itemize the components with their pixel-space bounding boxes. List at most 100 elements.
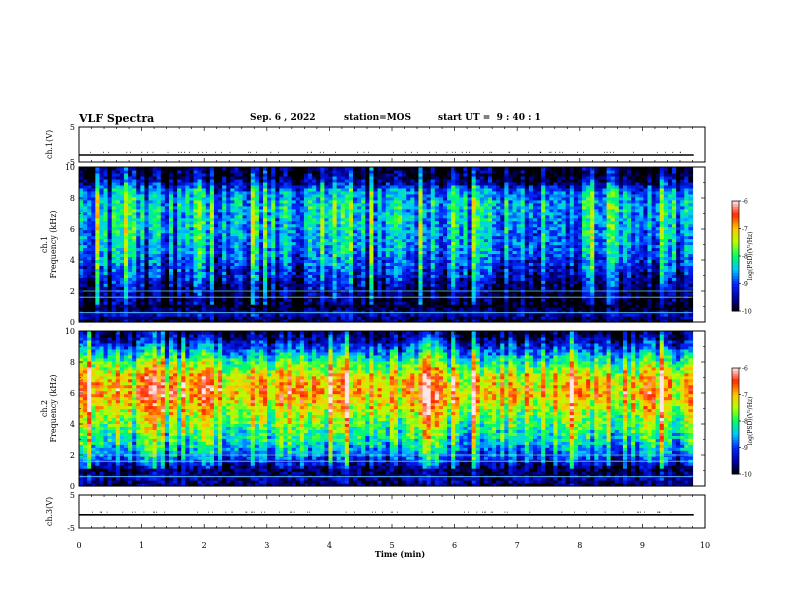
spectrogram-cell (303, 304, 309, 308)
spectrogram-cell (443, 238, 448, 243)
spectrogram-cell (398, 187, 403, 192)
spectrogram-cell (316, 205, 321, 210)
spectrogram-cell (385, 316, 391, 320)
spectrogram-cell (123, 169, 129, 174)
spectrogram-cell (185, 208, 191, 213)
spectrogram-cell (177, 259, 182, 263)
spectrogram-cell (299, 313, 305, 317)
spectrogram-cell (381, 241, 387, 246)
spectrogram-cell (279, 202, 285, 207)
spectrogram-cell (91, 292, 96, 296)
spectrogram-cell (369, 211, 375, 216)
spectrogram-cell (83, 250, 88, 255)
spectrogram-cell (324, 178, 330, 183)
spectrogram-cell (369, 292, 375, 296)
spectrogram-cell (377, 304, 383, 308)
spectrogram-cell (393, 199, 399, 204)
spectrogram-cell (79, 184, 84, 189)
spectrogram-cell (312, 241, 317, 246)
spectrogram-cell (123, 286, 129, 290)
spectrogram-cell (242, 253, 248, 258)
spectrogram-cell (324, 238, 330, 243)
spectrogram-cell (103, 238, 109, 243)
spectrogram-cell (123, 190, 129, 195)
spectrogram-cell (361, 167, 366, 171)
spectrogram-cell (83, 167, 88, 171)
spectrogram-cell (168, 271, 174, 275)
spectrogram-cell (230, 286, 236, 290)
spectrogram-cell (328, 193, 334, 198)
spectrogram-cell (328, 283, 334, 287)
spectrogram-cell (189, 235, 195, 240)
spectrogram-cell (185, 214, 191, 219)
spectrogram-cell (218, 244, 223, 249)
spectrogram-cell (128, 265, 133, 269)
spectrogram-cell (348, 286, 354, 290)
spectrogram-cell (381, 268, 387, 272)
spectrogram-cell (99, 199, 105, 204)
spectrogram-cell (357, 301, 362, 305)
spectrogram-cell (164, 310, 170, 314)
spectrogram-cell (234, 256, 240, 260)
spectrogram-cell (303, 238, 309, 243)
spectrogram-cell (128, 307, 133, 311)
spectrogram-cell (115, 301, 121, 305)
spectrogram-cell (226, 208, 231, 213)
spectrogram-cell (279, 274, 285, 278)
spectrogram-cell (181, 262, 186, 266)
spectrogram-cell (459, 283, 465, 287)
spectrogram-cell (267, 184, 272, 189)
spectrogram-cell (312, 253, 317, 258)
spectrogram-cell (222, 301, 227, 305)
spectrogram-cell (463, 310, 469, 314)
spectrogram-cell (430, 241, 436, 246)
spectrogram-cell (246, 271, 252, 275)
spectrogram-cell (422, 202, 428, 207)
spectrogram-cell (87, 232, 92, 237)
spectrogram-cell (328, 268, 334, 272)
spectrogram-cell (164, 277, 170, 281)
spectrogram-cell (340, 307, 346, 311)
spectrogram-cell (128, 316, 133, 320)
spectrogram-cell (156, 283, 162, 287)
spectrogram-cell (324, 184, 330, 189)
spectrogram-cell (324, 271, 330, 275)
spectrogram-cell (271, 310, 276, 314)
spectrogram-cell (185, 175, 191, 180)
spectrogram-cell (287, 286, 293, 290)
spectrogram-cell (467, 220, 473, 225)
spectrogram-cell (189, 199, 195, 204)
spectrogram-cell (218, 241, 223, 246)
spectrogram-cell (467, 283, 473, 287)
spectrogram-cell (340, 283, 346, 287)
spectrogram-cell (430, 316, 436, 320)
spectrogram-cell (434, 172, 440, 177)
spectrogram-cell (144, 265, 150, 269)
spectrogram-cell (340, 271, 346, 275)
spectrogram-cell (189, 172, 195, 177)
spectrogram-cell (87, 307, 92, 311)
spectrogram-cell (455, 319, 460, 323)
spectrogram-cell (414, 199, 420, 204)
spectrogram-cell (451, 202, 456, 207)
spectrogram-cell (320, 286, 325, 290)
chart-title: VLF Spectra (79, 112, 155, 125)
spectrogram-cell (447, 292, 452, 296)
spectrogram-cell (463, 319, 469, 323)
spectrogram-cell (271, 319, 276, 323)
spectrogram-cell (275, 241, 280, 246)
spectrogram-cell (422, 217, 428, 222)
spectrogram-cell (230, 310, 236, 314)
spectrogram-cell (410, 214, 415, 219)
spectrogram-cell (128, 169, 133, 174)
spectrogram-cell (406, 238, 411, 243)
spectrogram-cell (222, 193, 227, 198)
spectrogram-cell (115, 298, 121, 302)
spectrogram-cell (213, 259, 219, 263)
spectrogram-cell (201, 259, 207, 263)
spectrogram-cell (291, 205, 297, 210)
spectrogram-cell (79, 265, 84, 269)
spectrogram-cell (303, 202, 309, 207)
spectrogram-cell (238, 211, 244, 216)
spectrogram-cell (340, 310, 346, 314)
